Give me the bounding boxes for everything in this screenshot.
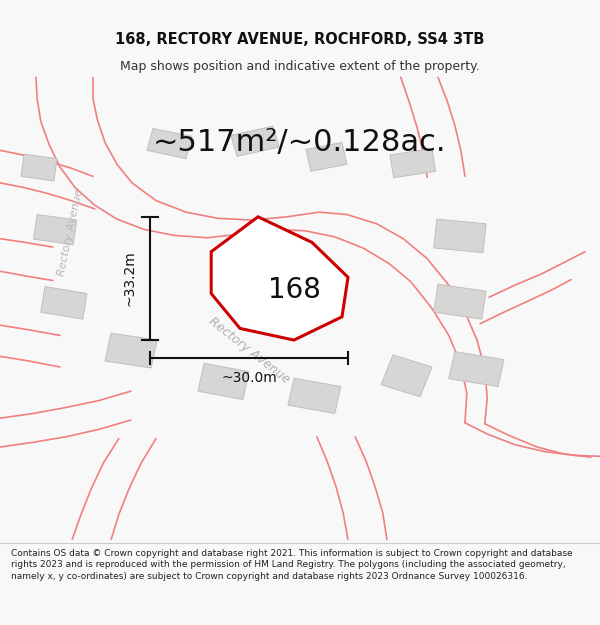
Text: ~33.2m: ~33.2m: [123, 251, 137, 306]
Polygon shape: [147, 129, 192, 159]
Polygon shape: [390, 149, 436, 178]
Polygon shape: [288, 378, 341, 414]
Polygon shape: [198, 363, 249, 399]
Text: Contains OS data © Crown copyright and database right 2021. This information is : Contains OS data © Crown copyright and d…: [11, 549, 572, 581]
Polygon shape: [434, 284, 486, 319]
Polygon shape: [434, 219, 486, 253]
Polygon shape: [211, 217, 348, 340]
Polygon shape: [231, 126, 279, 156]
Polygon shape: [41, 287, 87, 319]
Text: ~517m²/~0.128ac.: ~517m²/~0.128ac.: [153, 128, 446, 157]
Polygon shape: [267, 279, 315, 313]
Text: Map shows position and indicative extent of the property.: Map shows position and indicative extent…: [120, 59, 480, 72]
Polygon shape: [381, 355, 432, 397]
Text: 168, RECTORY AVENUE, ROCHFORD, SS4 3TB: 168, RECTORY AVENUE, ROCHFORD, SS4 3TB: [115, 32, 485, 47]
Polygon shape: [306, 142, 347, 171]
Text: 168: 168: [268, 276, 320, 304]
Polygon shape: [449, 352, 504, 386]
Text: Rectory Avenue: Rectory Avenue: [206, 314, 292, 386]
Polygon shape: [34, 214, 77, 245]
Text: ~30.0m: ~30.0m: [221, 371, 277, 385]
Polygon shape: [21, 154, 57, 181]
Polygon shape: [105, 333, 157, 368]
Text: Rectory Avenue: Rectory Avenue: [56, 189, 85, 278]
